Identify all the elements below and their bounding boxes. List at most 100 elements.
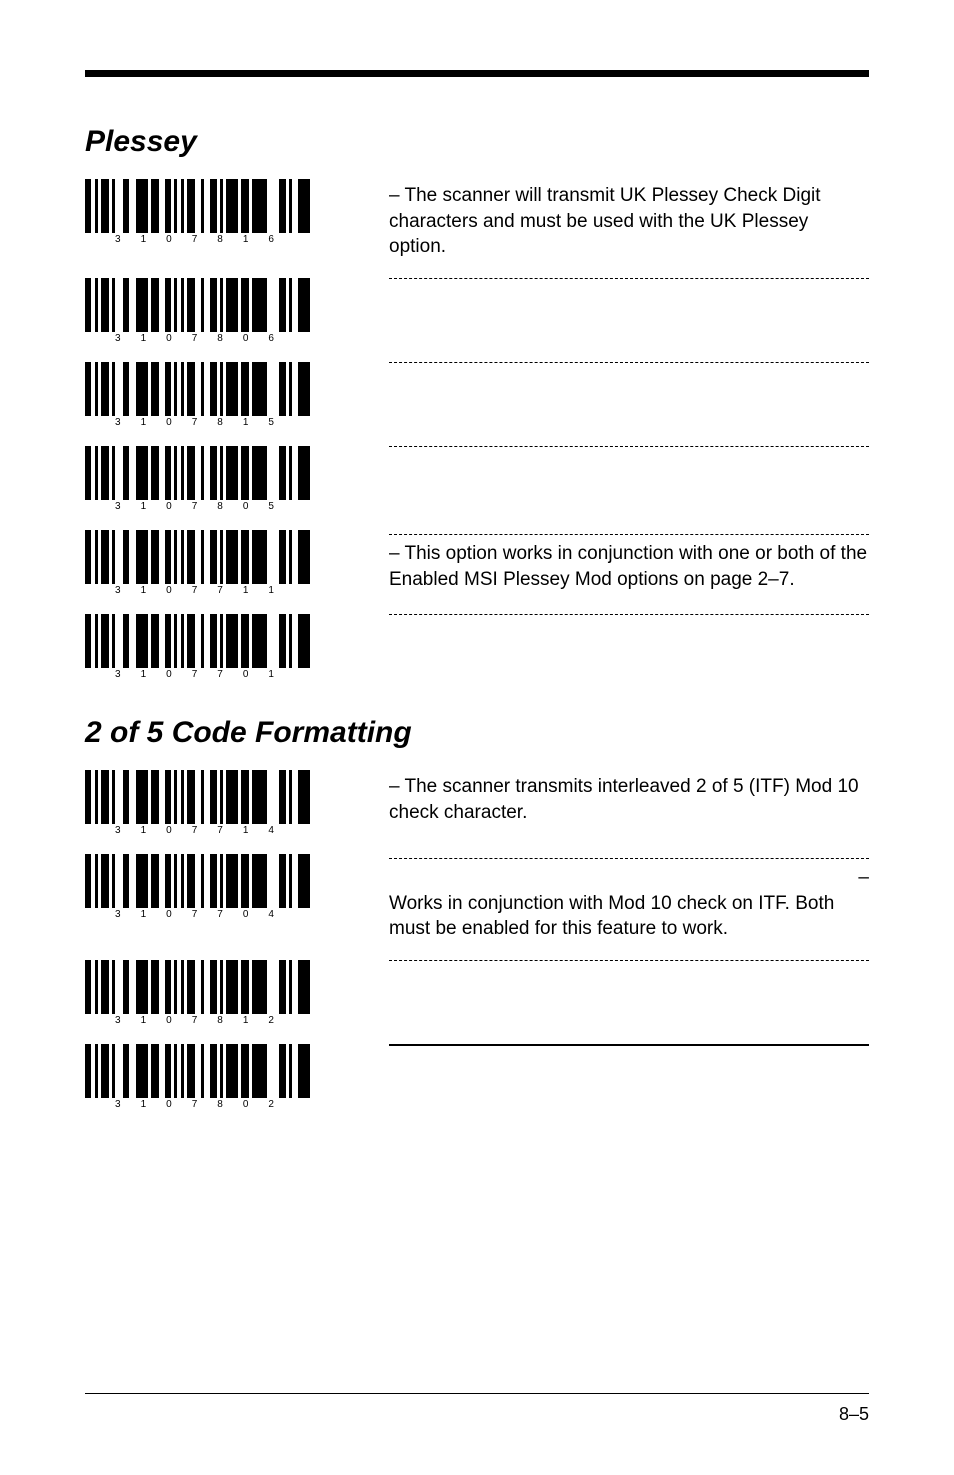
dashed-separator	[389, 614, 869, 615]
barcode	[85, 530, 365, 584]
barcode-digit: 7	[192, 1099, 198, 1110]
footer-rule	[85, 1393, 869, 1394]
barcode-digit: 8	[217, 333, 223, 344]
barcode	[85, 446, 365, 500]
barcode-digit: 1	[141, 585, 147, 596]
barcode-digit: 7	[217, 909, 223, 920]
barcode-digit: 0	[243, 333, 249, 344]
dash-trail: –	[389, 865, 869, 891]
page-top-rule	[85, 70, 869, 77]
barcode-digit: 3	[115, 333, 121, 344]
barcode-digit: 1	[243, 417, 249, 428]
page-footer: 8–5	[85, 1393, 869, 1425]
barcode-digit: 5	[268, 501, 274, 512]
barcode-digit: 3	[115, 909, 121, 920]
barcode-digit: 0	[166, 669, 172, 680]
barcode-digit: 1	[141, 669, 147, 680]
dashed-separator	[389, 534, 869, 535]
barcode	[85, 770, 365, 824]
barcode-digit: 7	[192, 417, 198, 428]
barcode-digit: 7	[192, 333, 198, 344]
plessey-row-2: 3 1 0 7 8 1 5	[85, 362, 869, 428]
barcode-digit: 3	[115, 669, 121, 680]
barcode-digit: 1	[141, 909, 147, 920]
barcode-digits: 3107714	[85, 825, 365, 836]
barcode	[85, 278, 365, 332]
barcode-digit: 1	[141, 825, 147, 836]
barcode-digit: 0	[243, 909, 249, 920]
barcode-digit: 1	[243, 825, 249, 836]
barcode-digit: 1	[141, 1099, 147, 1110]
barcode-digit: 1	[243, 1015, 249, 1026]
barcode-digit: 0	[166, 825, 172, 836]
plessey-row-0: 3107816 – The scanner will transmit UK P…	[85, 179, 869, 260]
barcode-digit: 7	[217, 585, 223, 596]
barcode-digit: 0	[166, 1099, 172, 1110]
barcode-digit: 1	[141, 501, 147, 512]
barcode-digit: 0	[243, 669, 249, 680]
barcode-digits: 3107812	[85, 1015, 365, 1026]
barcode-digit: 1	[243, 585, 249, 596]
barcode-digit: 5	[268, 417, 274, 428]
barcode	[85, 362, 365, 416]
barcode-digit: 3	[115, 234, 121, 245]
two-of-five-heading: 2 of 5 Code Formatting	[85, 716, 869, 750]
barcode-digit: 2	[268, 1015, 274, 1026]
barcode-digits: 3107701	[85, 669, 365, 680]
barcode-digit: 0	[166, 585, 172, 596]
barcode-digit: 3	[115, 1015, 121, 1026]
barcode-digit: 7	[192, 1015, 198, 1026]
barcode-digit: 3	[115, 585, 121, 596]
barcode-digits: 3 1 0 7 8 1 5	[85, 417, 365, 428]
barcode-digit: 0	[166, 909, 172, 920]
barcode-digit: 8	[217, 1099, 223, 1110]
barcode-digit: 6	[268, 333, 274, 344]
dashed-separator	[389, 960, 869, 961]
barcode-digit: 7	[192, 585, 198, 596]
two-of-five-row-2: 3107812	[85, 960, 869, 1026]
barcode-digits: 3 1 0 7 7 1 1	[85, 585, 365, 596]
barcode-digit: 2	[268, 1099, 274, 1110]
barcode-digit: 0	[243, 1099, 249, 1110]
barcode-digits: 3107805	[85, 501, 365, 512]
barcode	[85, 854, 365, 908]
plessey-row-3: 3107805	[85, 446, 869, 512]
plessey-row-5: 3107701	[85, 614, 869, 680]
solid-separator	[389, 1044, 869, 1046]
barcode-digit: 0	[243, 501, 249, 512]
two-of-five-row-1: 3107704 – Works in conjunction with Mod …	[85, 854, 869, 942]
option-desc: – The scanner will transmit UK Plessey C…	[389, 183, 869, 260]
plessey-row-4: 3107711 – This option works in conjuncti…	[85, 530, 869, 596]
barcode-digit: 8	[217, 501, 223, 512]
barcode	[85, 960, 365, 1014]
dashed-separator	[389, 278, 869, 279]
barcode-digit: 0	[166, 417, 172, 428]
barcode-digit: 3	[115, 825, 121, 836]
page-number: 8–5	[85, 1404, 869, 1425]
barcode-digits: 3107802	[85, 1099, 365, 1110]
barcode-digit: 1	[141, 417, 147, 428]
barcode-digit: 3	[115, 417, 121, 428]
barcode-digit: 7	[217, 669, 223, 680]
barcode-digit: 1	[243, 234, 249, 245]
barcode-digits: 3107816	[85, 234, 365, 245]
barcode-digit: 1	[268, 669, 274, 680]
barcode-digit: 7	[217, 825, 223, 836]
barcode	[85, 614, 365, 668]
dashed-separator	[389, 362, 869, 363]
plessey-row-1: 3107806	[85, 278, 869, 344]
barcode-digit: 8	[217, 417, 223, 428]
barcode-digit: 0	[166, 1015, 172, 1026]
barcode-digits: 3107806	[85, 333, 365, 344]
two-of-five-row-0: 3107714 – The scanner transmits interlea…	[85, 770, 869, 836]
barcode-digit: 1	[268, 585, 274, 596]
barcode-digit: 7	[192, 234, 198, 245]
option-desc: – The scanner transmits interleaved 2 of…	[389, 774, 869, 825]
barcode-digit: 0	[166, 234, 172, 245]
barcode-digit: 0	[166, 501, 172, 512]
barcode-digit: 4	[268, 825, 274, 836]
two-of-five-row-3: 3107802	[85, 1044, 869, 1110]
barcode-digit: 8	[217, 1015, 223, 1026]
barcode-digit: 7	[192, 909, 198, 920]
barcode	[85, 179, 365, 233]
